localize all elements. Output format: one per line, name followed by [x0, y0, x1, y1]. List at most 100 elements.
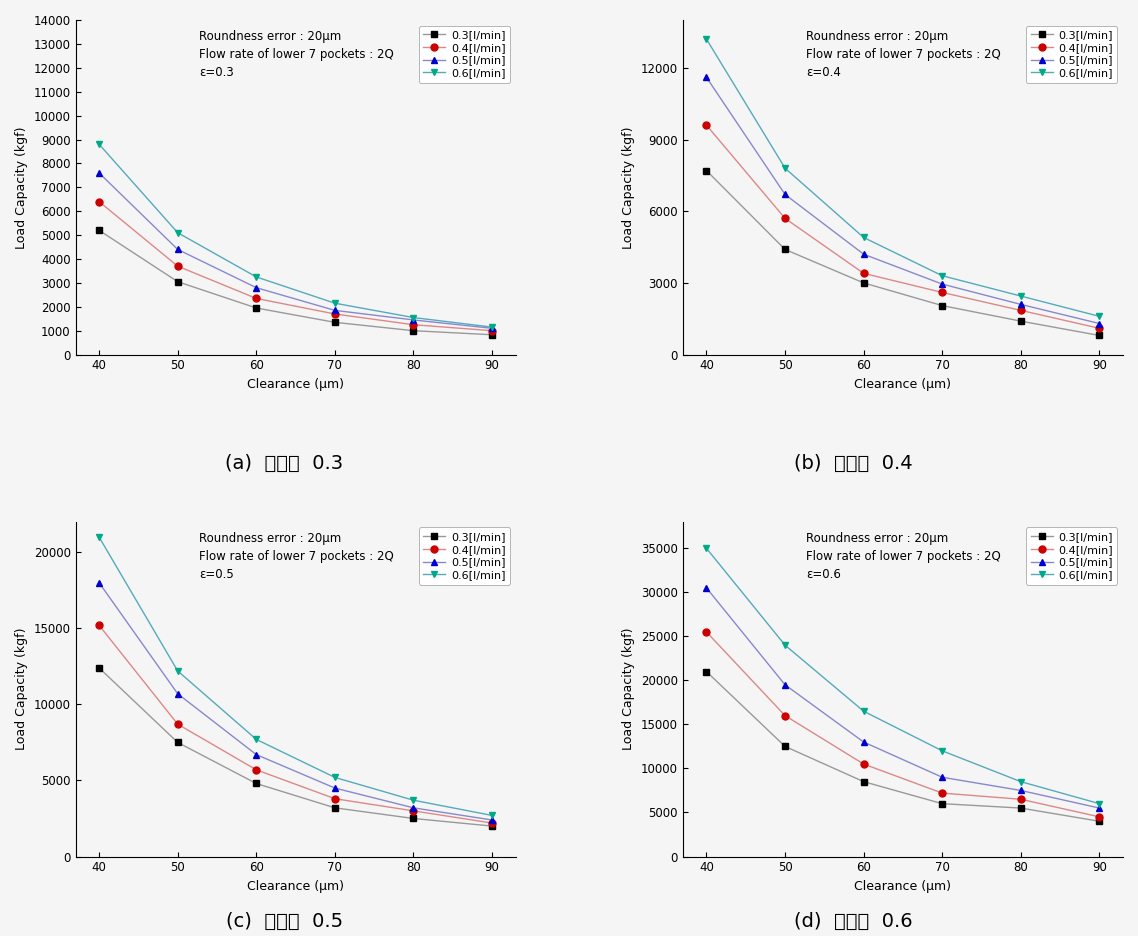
0.3[l/min] — [171, 276, 184, 287]
Text: Roundness error : 20μm
Flow rate of lower 7 pockets : 2Q
ε=0.5: Roundness error : 20μm Flow rate of lowe… — [199, 532, 394, 581]
0.6[l/min] — [857, 232, 871, 243]
0.6[l/min] — [778, 639, 792, 651]
0.6[l/min] — [935, 745, 949, 756]
0.6[l/min] — [700, 34, 714, 45]
0.6[l/min] — [1092, 798, 1106, 810]
0.5[l/min] — [778, 189, 792, 200]
0.4[l/min] — [935, 787, 949, 798]
0.4[l/min] — [171, 260, 184, 271]
0.3[l/min] — [778, 243, 792, 255]
0.3[l/min] — [1014, 802, 1028, 813]
Line: 0.4[l/min]: 0.4[l/min] — [96, 198, 495, 334]
0.3[l/min] — [935, 300, 949, 312]
0.3[l/min] — [328, 802, 341, 813]
0.4[l/min] — [700, 120, 714, 131]
0.4[l/min] — [778, 212, 792, 224]
Line: 0.5[l/min]: 0.5[l/min] — [96, 169, 495, 331]
0.3[l/min] — [406, 325, 420, 336]
Line: 0.3[l/min]: 0.3[l/min] — [703, 668, 1103, 825]
0.6[l/min] — [92, 139, 106, 150]
0.6[l/min] — [778, 163, 792, 174]
0.4[l/min] — [1014, 794, 1028, 805]
0.6[l/min] — [857, 706, 871, 717]
0.4[l/min] — [328, 308, 341, 319]
0.4[l/min] — [92, 196, 106, 207]
0.5[l/min] — [485, 814, 498, 826]
0.4[l/min] — [857, 758, 871, 769]
0.5[l/min] — [92, 578, 106, 589]
0.3[l/min] — [249, 778, 263, 789]
Text: Roundness error : 20μm
Flow rate of lower 7 pockets : 2Q
ε=0.4: Roundness error : 20μm Flow rate of lowe… — [806, 30, 1001, 79]
0.6[l/min] — [485, 321, 498, 332]
0.5[l/min] — [249, 749, 263, 760]
0.3[l/min] — [485, 821, 498, 832]
0.3[l/min] — [1092, 815, 1106, 826]
0.5[l/min] — [406, 802, 420, 813]
0.4[l/min] — [935, 286, 949, 298]
Line: 0.6[l/min]: 0.6[l/min] — [96, 534, 495, 819]
0.6[l/min] — [1014, 290, 1028, 301]
0.6[l/min] — [328, 772, 341, 783]
0.4[l/min] — [700, 626, 714, 637]
0.3[l/min] — [171, 737, 184, 748]
0.5[l/min] — [406, 314, 420, 326]
0.5[l/min] — [1014, 785, 1028, 797]
0.3[l/min] — [857, 277, 871, 288]
0.5[l/min] — [778, 680, 792, 691]
Y-axis label: Load Capacity (kgf): Load Capacity (kgf) — [622, 126, 635, 249]
0.3[l/min] — [249, 302, 263, 314]
Line: 0.3[l/min]: 0.3[l/min] — [96, 227, 495, 338]
0.5[l/min] — [1092, 802, 1106, 813]
0.5[l/min] — [92, 168, 106, 179]
Text: Roundness error : 20μm
Flow rate of lower 7 pockets : 2Q
ε=0.6: Roundness error : 20μm Flow rate of lowe… — [806, 532, 1001, 581]
0.3[l/min] — [700, 165, 714, 176]
Legend: 0.3[l/min], 0.4[l/min], 0.5[l/min], 0.6[l/min]: 0.3[l/min], 0.4[l/min], 0.5[l/min], 0.6[… — [1026, 528, 1118, 585]
Line: 0.4[l/min]: 0.4[l/min] — [703, 122, 1103, 331]
0.6[l/min] — [700, 543, 714, 554]
Text: (b)  편심율  0.4: (b) 편심율 0.4 — [794, 454, 913, 473]
0.4[l/min] — [485, 325, 498, 336]
0.6[l/min] — [92, 532, 106, 543]
0.6[l/min] — [485, 810, 498, 821]
Y-axis label: Load Capacity (kgf): Load Capacity (kgf) — [15, 126, 28, 249]
0.4[l/min] — [1092, 812, 1106, 823]
0.4[l/min] — [1092, 323, 1106, 334]
Line: 0.5[l/min]: 0.5[l/min] — [96, 579, 495, 824]
0.3[l/min] — [700, 666, 714, 678]
Legend: 0.3[l/min], 0.4[l/min], 0.5[l/min], 0.6[l/min]: 0.3[l/min], 0.4[l/min], 0.5[l/min], 0.6[… — [419, 528, 510, 585]
0.4[l/min] — [406, 805, 420, 816]
Line: 0.3[l/min]: 0.3[l/min] — [96, 665, 495, 829]
0.4[l/min] — [406, 319, 420, 330]
Legend: 0.3[l/min], 0.4[l/min], 0.5[l/min], 0.6[l/min]: 0.3[l/min], 0.4[l/min], 0.5[l/min], 0.6[… — [419, 25, 510, 82]
X-axis label: Clearance (μm): Clearance (μm) — [247, 880, 344, 893]
Line: 0.5[l/min]: 0.5[l/min] — [703, 74, 1103, 327]
Line: 0.4[l/min]: 0.4[l/min] — [703, 628, 1103, 820]
0.6[l/min] — [1092, 311, 1106, 322]
0.3[l/min] — [92, 663, 106, 674]
0.5[l/min] — [1092, 318, 1106, 329]
X-axis label: Clearance (μm): Clearance (μm) — [247, 378, 344, 391]
0.3[l/min] — [92, 225, 106, 236]
0.6[l/min] — [406, 795, 420, 806]
0.3[l/min] — [935, 798, 949, 810]
0.3[l/min] — [485, 329, 498, 341]
0.6[l/min] — [171, 665, 184, 677]
Line: 0.6[l/min]: 0.6[l/min] — [703, 36, 1103, 320]
0.5[l/min] — [171, 688, 184, 699]
0.4[l/min] — [857, 268, 871, 279]
0.6[l/min] — [1014, 776, 1028, 787]
0.4[l/min] — [778, 710, 792, 722]
Y-axis label: Load Capacity (kgf): Load Capacity (kgf) — [15, 628, 28, 751]
X-axis label: Clearance (μm): Clearance (μm) — [855, 378, 951, 391]
Line: 0.5[l/min]: 0.5[l/min] — [703, 584, 1103, 812]
X-axis label: Clearance (μm): Clearance (μm) — [855, 880, 951, 893]
0.3[l/min] — [328, 316, 341, 328]
0.3[l/min] — [1092, 329, 1106, 341]
0.5[l/min] — [935, 771, 949, 782]
0.5[l/min] — [328, 782, 341, 794]
0.3[l/min] — [857, 776, 871, 787]
Y-axis label: Load Capacity (kgf): Load Capacity (kgf) — [622, 628, 635, 751]
0.4[l/min] — [1014, 305, 1028, 316]
0.6[l/min] — [171, 227, 184, 239]
0.6[l/min] — [249, 271, 263, 283]
